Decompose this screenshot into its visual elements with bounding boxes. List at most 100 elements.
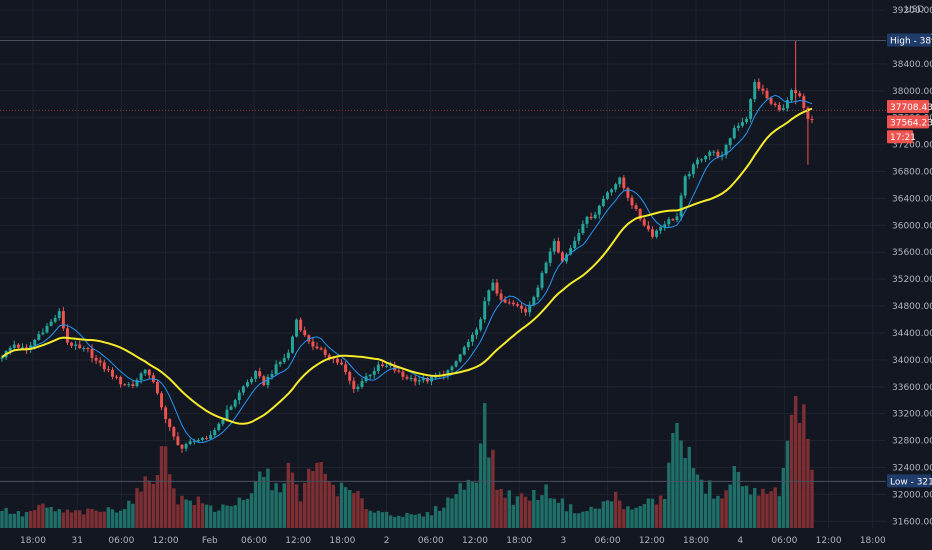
volume-bar <box>695 474 700 528</box>
low-tag-bg <box>887 474 931 488</box>
volume-bar <box>180 495 184 528</box>
volume-bar <box>716 495 720 528</box>
y-tick-label: 33200.00 <box>892 410 932 420</box>
volume-bar <box>609 501 614 528</box>
y-tick-label: 38400.00 <box>892 60 932 70</box>
volume-bar <box>118 510 123 528</box>
y-tick-label: 37200.00 <box>892 141 932 151</box>
volume-bar <box>384 511 389 528</box>
volume-bar <box>642 504 646 528</box>
volume-bar <box>413 514 417 528</box>
volume-bar <box>376 510 381 528</box>
candle <box>761 88 765 91</box>
candle <box>450 366 454 371</box>
volume-bar <box>417 513 421 528</box>
volume-bar <box>294 484 299 528</box>
candle <box>622 177 626 189</box>
candle <box>86 348 90 350</box>
volume-bar <box>744 485 749 528</box>
volume-bar <box>724 490 728 528</box>
volume-bar <box>781 468 786 528</box>
candle <box>90 348 94 358</box>
volume-bar <box>761 488 765 528</box>
candle <box>536 287 540 298</box>
y-tick-label: 36800.00 <box>892 168 932 178</box>
volume-bar <box>618 500 622 528</box>
candle <box>446 370 450 376</box>
volume-bar <box>163 446 168 528</box>
candle <box>225 409 229 420</box>
volume-bar <box>274 483 278 528</box>
volume-bar <box>364 509 368 528</box>
volume-bar <box>421 516 426 528</box>
volume-bar <box>397 515 401 528</box>
volume-bar <box>131 503 135 528</box>
volume-bar <box>229 506 233 528</box>
volume-bar <box>114 512 119 528</box>
volume-bar <box>556 502 561 528</box>
candle <box>217 423 221 431</box>
volume-bar <box>679 440 683 528</box>
candle <box>548 251 552 263</box>
candle <box>123 384 127 386</box>
candle <box>82 348 86 350</box>
volume-bar <box>360 498 364 528</box>
candle <box>434 376 438 378</box>
volume-bar <box>454 494 458 528</box>
candle <box>258 371 262 377</box>
candle <box>577 233 581 241</box>
x-tick-label: 06:00 <box>241 536 267 546</box>
candle <box>626 188 630 198</box>
volume-bar <box>266 468 270 528</box>
volume-bar <box>106 507 111 528</box>
volume-bar <box>233 505 237 528</box>
volume-bar <box>793 396 798 528</box>
volume-bar <box>237 497 241 528</box>
x-tick-label: 06:00 <box>771 536 797 546</box>
volume-bar <box>139 491 143 528</box>
candle <box>41 332 45 335</box>
volume-bar <box>748 494 753 528</box>
candle <box>327 354 331 358</box>
volume-bar <box>192 504 196 528</box>
volume-bar <box>213 511 217 528</box>
grid <box>0 0 886 528</box>
volume-bar <box>41 503 45 528</box>
candle <box>0 357 4 359</box>
volume-bar <box>315 462 319 528</box>
volume-bar <box>217 510 221 528</box>
volume-bar <box>286 462 291 528</box>
x-tick-label: 18:00 <box>683 536 709 546</box>
candle <box>74 344 78 346</box>
x-tick-label: 12:00 <box>285 536 311 546</box>
volume-bar <box>278 492 282 528</box>
volume-bar <box>188 500 192 528</box>
candle <box>319 348 323 350</box>
volume-bar <box>429 515 434 528</box>
candle <box>360 381 364 387</box>
volume-bar <box>785 440 790 528</box>
volume-bar <box>462 489 466 528</box>
candle <box>749 99 753 119</box>
candle <box>188 441 192 445</box>
volume-bar <box>478 443 483 528</box>
volume-bar <box>221 504 225 528</box>
candle <box>544 262 548 273</box>
candle <box>127 384 131 386</box>
x-tick-label: 12:00 <box>153 536 179 546</box>
candle <box>401 371 405 377</box>
volume-bar <box>499 488 503 528</box>
candle <box>143 369 147 374</box>
high-tag: High - 38748.52 <box>890 36 932 46</box>
volume-bar <box>667 462 671 528</box>
x-tick-label: 12:00 <box>639 536 665 546</box>
time-axis[interactable]: 18:00 31 06:00 12:00 Feb 06:00 12:00 18:00 2 06:0… <box>20 536 886 546</box>
candle <box>290 336 294 353</box>
volume-bar <box>307 468 311 528</box>
volume-bar <box>98 511 102 528</box>
volume-bar <box>69 512 74 528</box>
volume-bar <box>442 507 446 528</box>
candle <box>667 219 671 225</box>
volume-bar <box>110 509 115 528</box>
